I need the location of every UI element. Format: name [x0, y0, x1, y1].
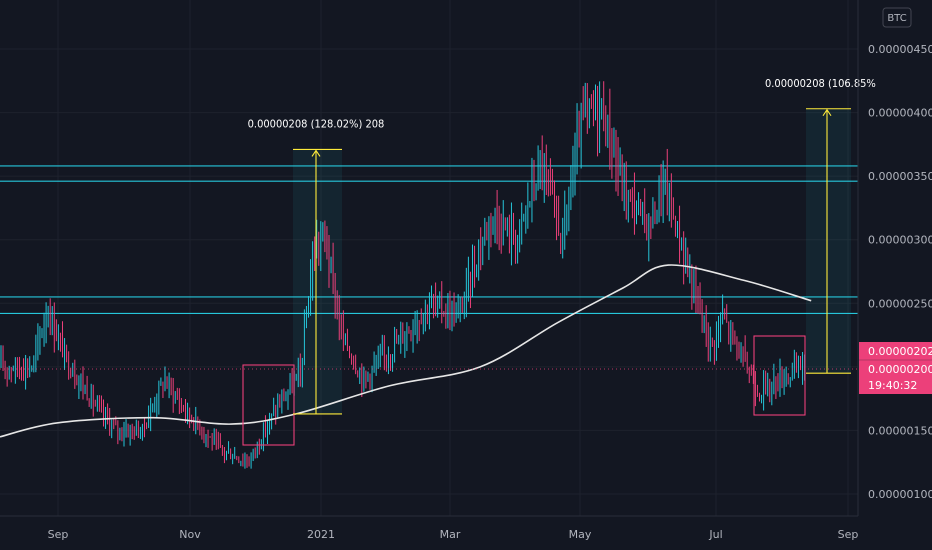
- x-axis-tick-labels[interactable]: Sep Nov 2021 Mar May Jul Sep: [48, 528, 859, 541]
- y-tick-label: 0.00000250: [868, 297, 932, 310]
- measure-arrowhead: [822, 108, 832, 117]
- measure-area: [293, 149, 342, 414]
- highlight-box[interactable]: [753, 335, 806, 416]
- price-tags: 0.00000202 0.00000200 19:40:32: [859, 342, 932, 394]
- y-tick-label: 0.00000300: [868, 234, 932, 247]
- countdown-timer: 19:40:32: [868, 379, 917, 392]
- y-tick-label: 0.00000100: [868, 488, 932, 501]
- currency-badge-label: BTC: [887, 13, 906, 24]
- x-tick-label: Sep: [48, 528, 69, 541]
- y-tick-label: 0.00000450: [868, 43, 932, 56]
- measure-area: [806, 108, 851, 374]
- last-price-value: 0.00000202: [868, 345, 932, 358]
- last-price-tag: [859, 342, 932, 394]
- measure-shading: [293, 108, 851, 414]
- x-tick-label: Nov: [179, 528, 201, 541]
- x-tick-label: Jul: [708, 528, 722, 541]
- measure-label: 0.00000208 (128.02%) 208: [248, 117, 385, 130]
- y-tick-label: 0.00000400: [868, 107, 932, 120]
- x-tick-label: May: [569, 528, 592, 541]
- y-tick-label: 0.00000150: [868, 424, 932, 437]
- x-tick-label: 2021: [307, 528, 335, 541]
- highlight-boxes: [242, 335, 806, 446]
- highlight-box[interactable]: [242, 364, 295, 446]
- x-tick-label: Sep: [838, 528, 859, 541]
- price-line-value: 0.00000200: [868, 363, 932, 376]
- x-tick-label: Mar: [440, 528, 461, 541]
- measure-tools: 0.00000208 (128.02%) 208 0.00000208 (106.…: [248, 77, 876, 415]
- measure-arrowhead: [311, 149, 321, 157]
- moving-average-line: [0, 264, 812, 438]
- measure-label: 0.00000208 (106.85%: [765, 77, 876, 90]
- currency-badge[interactable]: BTC: [882, 7, 912, 28]
- y-tick-label: 0.00000350: [868, 170, 932, 183]
